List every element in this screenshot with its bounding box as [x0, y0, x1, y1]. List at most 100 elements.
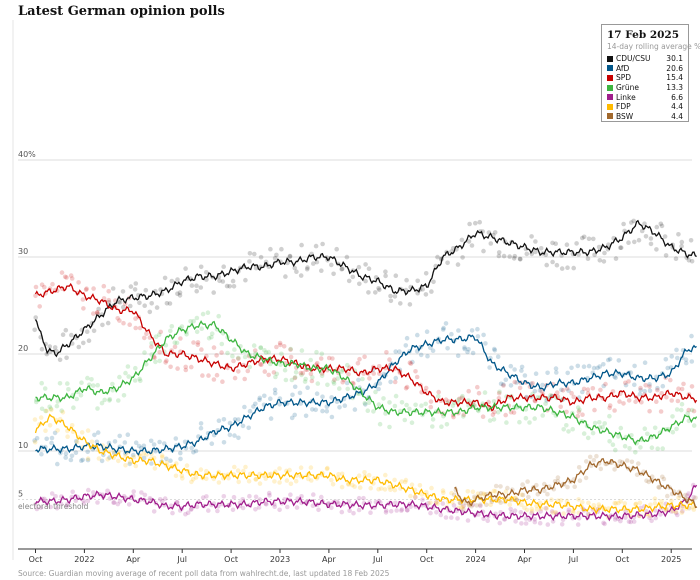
- poll-dot: [39, 380, 44, 386]
- poll-dot: [117, 318, 122, 323]
- poll-dot: [95, 382, 100, 388]
- poll-dot: [152, 466, 158, 471]
- poll-dot: [142, 303, 147, 309]
- poll-dot: [622, 228, 627, 234]
- poll-dot: [44, 436, 49, 442]
- poll-dot: [601, 362, 606, 367]
- poll-dot: [329, 414, 335, 420]
- poll-dot: [449, 331, 454, 337]
- poll-dot: [258, 345, 264, 351]
- poll-dot: [413, 494, 418, 500]
- poll-dot: [336, 501, 341, 506]
- poll-dot: [32, 439, 38, 445]
- poll-dot: [507, 502, 513, 507]
- poll-dot: [383, 472, 388, 478]
- poll-dot: [409, 482, 415, 488]
- poll-dot: [205, 310, 211, 316]
- poll-dot: [617, 399, 622, 404]
- poll-dot: [39, 282, 45, 288]
- legend-swatch: [607, 94, 613, 101]
- poll-dot: [407, 360, 413, 366]
- poll-dot: [149, 341, 154, 346]
- poll-dot: [309, 478, 314, 483]
- poll-dot: [623, 515, 628, 520]
- poll-dot: [289, 377, 295, 383]
- poll-dot: [647, 388, 653, 394]
- poll-dot: [334, 246, 340, 252]
- poll-dot: [512, 367, 517, 372]
- poll-dot: [65, 381, 70, 386]
- poll-dot: [319, 373, 325, 379]
- poll-dot: [288, 354, 294, 360]
- poll-dot: [177, 290, 183, 295]
- poll-dot: [232, 433, 237, 438]
- x-tick-label: Oct: [224, 555, 238, 564]
- poll-dot: [429, 485, 434, 491]
- poll-dot: [455, 516, 460, 521]
- poll-dot: [324, 466, 330, 472]
- poll-dot: [236, 356, 241, 362]
- poll-dot: [532, 517, 537, 522]
- poll-dot: [198, 467, 204, 472]
- poll-dot: [57, 357, 63, 363]
- poll-dot: [310, 503, 316, 509]
- poll-dot: [602, 421, 607, 426]
- legend-rows: CDU/CSU 30.1 AfD 20.6 SPD 15.4 Grüne 13.3 Linke 6…: [607, 54, 683, 121]
- poll-dot: [659, 499, 664, 504]
- poll-dot: [533, 371, 539, 377]
- poll-dot: [681, 381, 686, 387]
- poll-dot: [313, 407, 319, 413]
- poll-dot: [469, 328, 475, 333]
- poll-dot: [648, 241, 654, 247]
- poll-dot: [566, 507, 572, 513]
- poll-dot: [85, 428, 91, 433]
- poll-dot: [478, 502, 483, 508]
- poll-dot: [356, 473, 362, 479]
- poll-dot: [498, 484, 503, 489]
- poll-dot: [495, 410, 501, 415]
- poll-dot: [655, 446, 660, 452]
- y-tick-label: 5: [18, 490, 23, 499]
- poll-dot: [368, 510, 373, 515]
- poll-dot: [388, 293, 393, 299]
- poll-dot: [643, 383, 648, 388]
- poll-dot: [376, 364, 382, 369]
- poll-dot: [264, 502, 269, 507]
- poll-dot: [511, 256, 517, 261]
- poll-dot: [623, 380, 628, 386]
- poll-dot: [537, 388, 543, 393]
- poll-dot: [575, 413, 581, 419]
- poll-dot: [169, 278, 175, 284]
- poll-dot: [86, 338, 92, 344]
- poll-dot: [257, 481, 263, 486]
- poll-dot: [535, 395, 540, 400]
- poll-dot: [44, 408, 49, 414]
- poll-dot: [262, 348, 267, 353]
- legend-swatch: [607, 113, 613, 120]
- poll-dot: [73, 450, 79, 456]
- poll-dot: [225, 350, 230, 356]
- poll-dot: [647, 384, 652, 389]
- poll-dot: [481, 516, 486, 522]
- poll-dot: [603, 381, 608, 387]
- poll-dot: [475, 334, 481, 339]
- poll-dot: [268, 416, 274, 421]
- poll-dot: [200, 311, 206, 317]
- poll-dot: [377, 421, 383, 427]
- poll-dot: [376, 386, 381, 392]
- poll-dot: [242, 404, 247, 410]
- poll-dot: [138, 378, 143, 384]
- poll-dot: [288, 347, 293, 352]
- poll-dot: [566, 388, 571, 393]
- poll-dot: [246, 478, 252, 484]
- poll-dot: [69, 423, 75, 428]
- poll-dot: [320, 408, 325, 414]
- poll-dot: [598, 387, 603, 393]
- poll-dot: [518, 510, 524, 515]
- poll-dot: [662, 234, 668, 239]
- poll-dot: [337, 386, 342, 391]
- poll-dot: [117, 300, 123, 305]
- poll-dot: [288, 346, 294, 352]
- poll-dot: [69, 453, 75, 459]
- poll-dot: [55, 399, 61, 404]
